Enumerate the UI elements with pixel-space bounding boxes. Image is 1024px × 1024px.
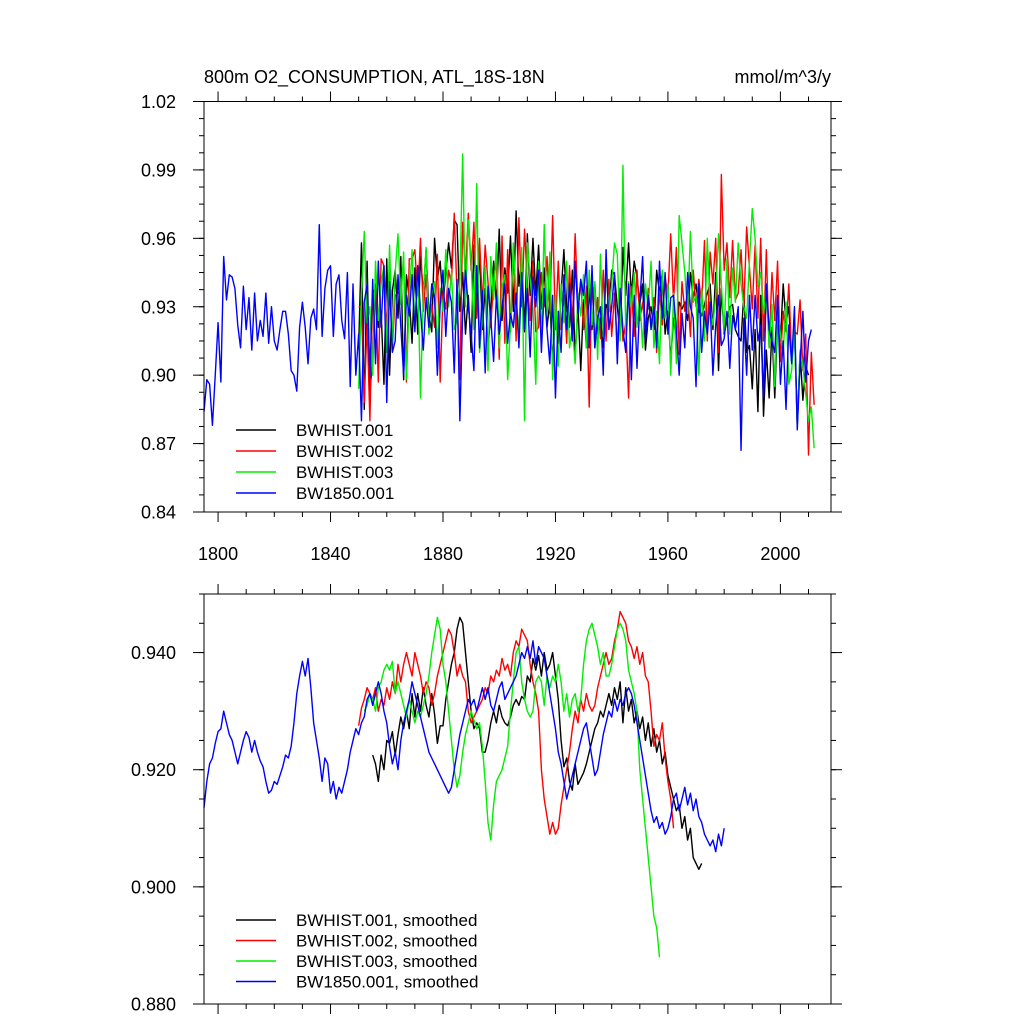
bottom-series-line-1 xyxy=(357,610,675,835)
bottom-series-line-2 xyxy=(363,616,661,958)
top-chart-title: 800m O2_CONSUMPTION, ATL_18S-18N xyxy=(204,67,545,88)
top-legend-label-1: BWHIST.002 xyxy=(296,442,393,461)
top-series-line-2 xyxy=(357,153,815,449)
top-legend-label-2: BWHIST.003 xyxy=(296,463,393,482)
top-y-tick-label: 0.90 xyxy=(141,366,176,386)
top-series-line-0 xyxy=(357,210,810,427)
top-x-tick-label: 2000 xyxy=(760,544,800,564)
top-series-line-1 xyxy=(358,173,815,456)
top-y-tick-label: 1.02 xyxy=(141,92,176,112)
top-x-tick-label: 1800 xyxy=(198,544,238,564)
bottom-legend: BWHIST.001, smoothed BWHIST.002, smoothed… xyxy=(236,911,478,992)
top-x-tick-label: 1840 xyxy=(311,544,351,564)
top-x-tick-label: 1920 xyxy=(535,544,575,564)
top-legend: BWHIST.001 BWHIST.002 BWHIST.003 BW1850.001 xyxy=(236,421,394,503)
top-chart-units: mmol/m^3/y xyxy=(735,67,831,87)
bottom-axes: 0.880 0.900 0.920 0.940 xyxy=(131,584,842,1015)
bottom-legend-label-0: BWHIST.001, smoothed xyxy=(296,911,477,930)
top-x-tick-label: 1880 xyxy=(423,544,463,564)
top-y-tick-label: 0.84 xyxy=(141,503,176,523)
top-legend-label-0: BWHIST.001 xyxy=(296,421,393,440)
bottom-legend-label-3: BW1850.001, smoothed xyxy=(296,973,478,992)
panel-top-raw: 800m O2_CONSUMPTION, ATL_18S-18N mmol/m^… xyxy=(141,67,842,564)
bottom-y-tick-label: 0.900 xyxy=(131,877,176,897)
top-y-tick-label: 0.99 xyxy=(141,160,176,180)
top-axes: 1800 1840 1880 1920 1960 2000 0.84 0.87 0.90 0.93… xyxy=(141,91,842,564)
bottom-series-line-3 xyxy=(203,640,725,853)
top-y-tick-label: 0.87 xyxy=(141,434,176,454)
bottom-y-tick-label: 0.880 xyxy=(131,995,176,1015)
bottom-legend-label-2: BWHIST.003, smoothed xyxy=(296,952,477,971)
bottom-y-tick-label: 0.940 xyxy=(131,643,176,663)
top-series-line-3 xyxy=(203,223,812,452)
bottom-plot-area xyxy=(203,610,725,958)
top-y-tick-label: 0.93 xyxy=(141,297,176,317)
bottom-series-line-0 xyxy=(372,616,703,870)
top-legend-label-3: BW1850.001 xyxy=(296,484,394,503)
panel-bottom-smoothed: 0.880 0.900 0.920 0.940 BWHIST.001, smoothe… xyxy=(131,584,842,1015)
top-x-tick-label: 1960 xyxy=(648,544,688,564)
top-y-tick-label: 0.96 xyxy=(141,229,176,249)
bottom-y-tick-label: 0.920 xyxy=(131,760,176,780)
bottom-legend-label-1: BWHIST.002, smoothed xyxy=(296,932,477,951)
top-plot-area xyxy=(203,153,815,456)
